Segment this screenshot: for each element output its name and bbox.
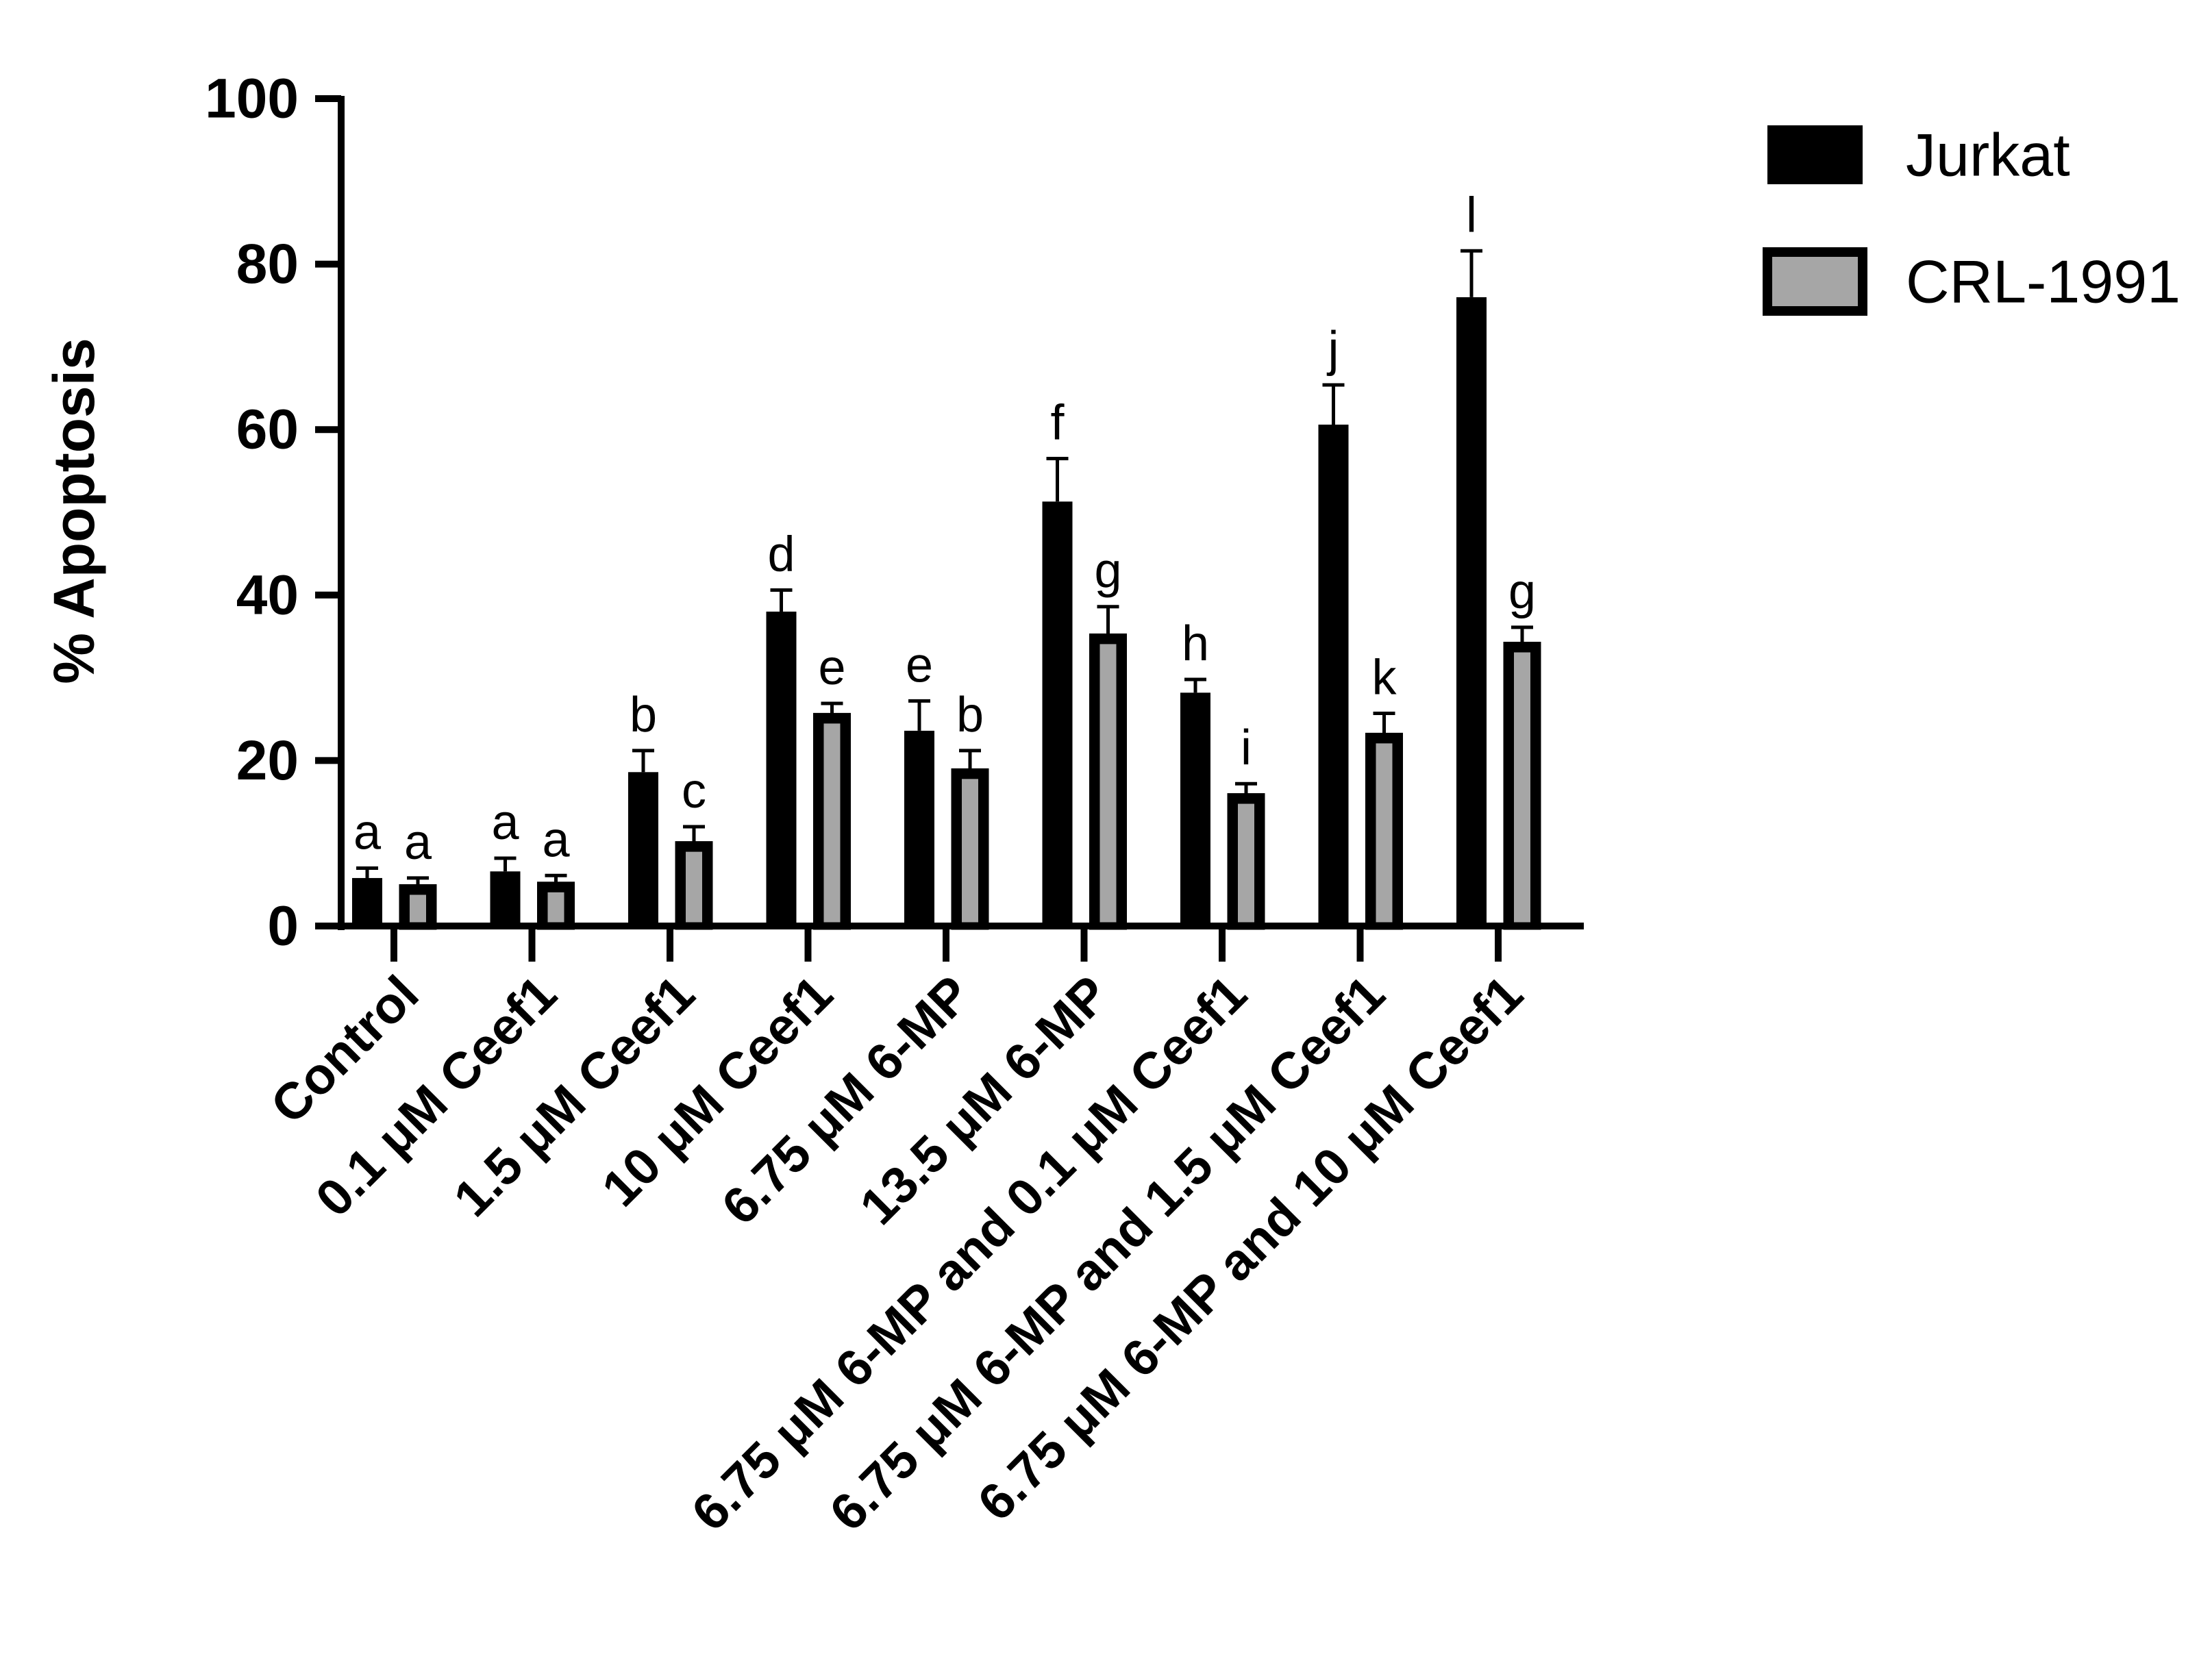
y-tick-label: 100 [205, 68, 299, 130]
y-tick-label: 80 [236, 233, 299, 295]
significance-letter: h [1182, 616, 1209, 671]
significance-letter: a [353, 805, 382, 860]
bar-jurkat [490, 871, 521, 926]
significance-letter: g [1094, 544, 1121, 599]
significance-letter: i [1241, 721, 1252, 775]
y-axis-label: % Apoptosis [42, 338, 106, 684]
bar-jurkat [766, 611, 797, 926]
significance-letter: d [767, 527, 795, 582]
significance-letter: e [818, 640, 845, 695]
bar-jurkat [1456, 297, 1487, 926]
legend-swatch-jurkat [1767, 125, 1863, 184]
significance-letter: j [1327, 322, 1339, 377]
significance-letter: a [491, 795, 519, 850]
y-ticks-layer: 0 20 40 60 80 100 [205, 68, 341, 958]
x-tick-label: 6.75 μM 6-MP [710, 964, 981, 1235]
bar-jurkat [1318, 424, 1349, 926]
significance-letter: a [404, 815, 432, 870]
significance-letter: k [1372, 651, 1397, 705]
significance-letter: c [682, 764, 706, 818]
y-tick-label: 40 [236, 564, 299, 626]
error-bars-layer [356, 249, 1533, 888]
legend: Jurkat CRL-1991 [1763, 121, 2180, 316]
bar-jurkat [1180, 692, 1210, 926]
significance-letter: b [956, 688, 984, 742]
x-tick-label: 13.5 μM 6-MP [849, 964, 1119, 1235]
significance-letter: l [1466, 188, 1477, 242]
x-tick-label: 0.1 μM Ceef1 [305, 964, 568, 1227]
bar-jurkat [1042, 501, 1073, 926]
significance-letter: f [1050, 395, 1065, 450]
significance-letter: g [1508, 564, 1536, 619]
significance-letter: e [906, 638, 933, 692]
bar-jurkat [352, 877, 382, 926]
significance-letter: a [542, 812, 570, 867]
x-tick-label: 1.5 μM Ceef1 [443, 964, 706, 1227]
bar-jurkat [904, 730, 934, 926]
legend-label-crl-1991: CRL-1991 [1906, 248, 2180, 316]
y-tick-label: 0 [267, 895, 299, 958]
significance-letter: b [630, 688, 657, 742]
legend-swatch-crl-1991 [1763, 247, 1867, 316]
bars-layer [352, 297, 1541, 930]
y-tick-label: 60 [236, 399, 299, 461]
y-tick-label: 20 [236, 729, 299, 792]
bar-jurkat [628, 772, 658, 926]
axes-layer [338, 96, 1584, 930]
legend-label-jurkat: Jurkat [1906, 121, 2070, 189]
